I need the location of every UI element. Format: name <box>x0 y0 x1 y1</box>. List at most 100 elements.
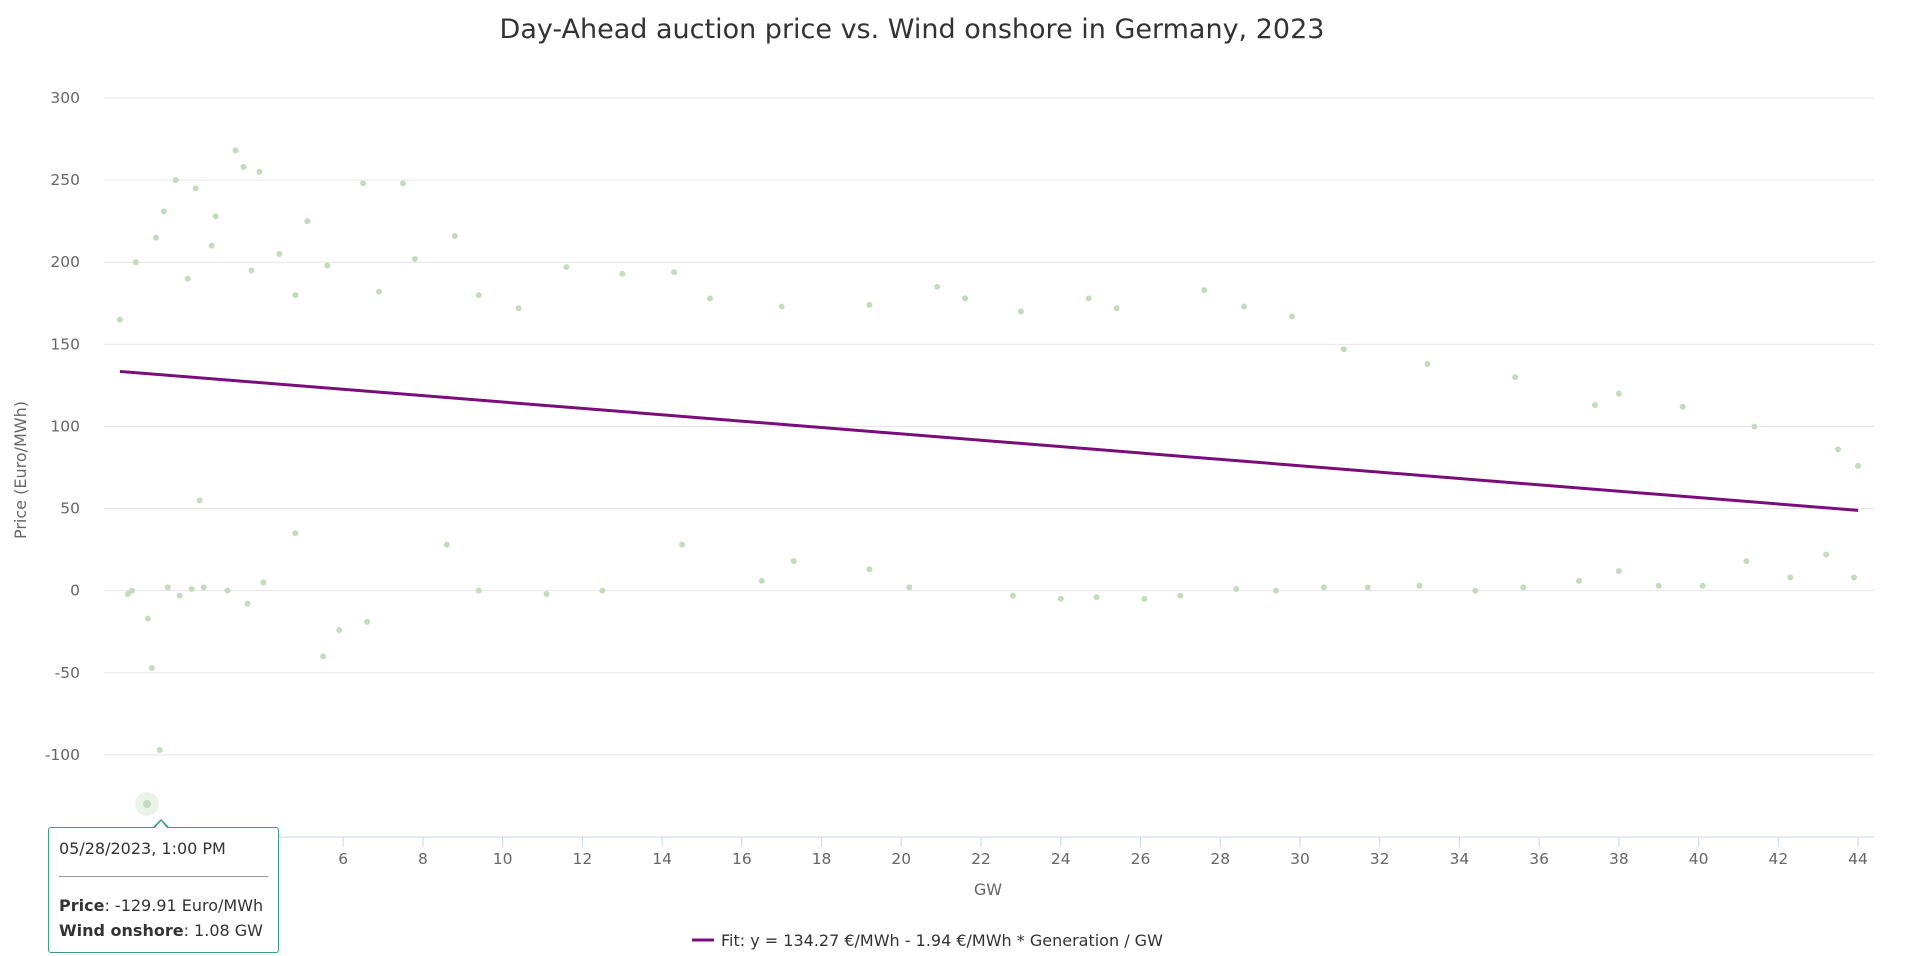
scatter-point[interactable] <box>1085 295 1092 302</box>
scatter-point[interactable] <box>244 600 251 607</box>
scatter-point[interactable] <box>1751 423 1758 430</box>
scatter-point[interactable] <box>256 168 263 175</box>
scatter-point[interactable] <box>124 590 131 597</box>
scatter-point[interactable] <box>962 295 969 302</box>
scatter-point[interactable] <box>543 590 550 597</box>
scatter-point[interactable] <box>1823 551 1830 558</box>
scatter-point[interactable] <box>1576 577 1582 584</box>
scatter-point[interactable] <box>1113 305 1120 312</box>
scatter-point[interactable] <box>451 232 458 239</box>
scatter-point[interactable] <box>212 213 219 220</box>
scatter-point[interactable] <box>1787 574 1794 581</box>
tooltip-price-row: Price: -129.91 Euro/MWh <box>59 893 268 918</box>
scatter-point[interactable] <box>906 584 913 591</box>
scatter-point[interactable] <box>599 587 606 594</box>
scatter-point[interactable] <box>1512 374 1519 381</box>
scatter-point[interactable] <box>152 234 159 241</box>
highlight-point[interactable] <box>135 792 160 817</box>
scatter-point[interactable] <box>934 283 941 290</box>
scatter-point[interactable] <box>208 242 215 249</box>
scatter-point[interactable] <box>1835 446 1842 453</box>
scatter-point[interactable] <box>475 587 482 594</box>
scatter-point[interactable] <box>1520 584 1527 591</box>
scatter-point[interactable] <box>866 566 873 573</box>
scatter-point[interactable] <box>1057 595 1064 602</box>
scatter-point[interactable] <box>1699 582 1706 589</box>
scatter-point[interactable] <box>192 185 199 192</box>
scatter-point[interactable] <box>292 292 299 299</box>
scatter-point[interactable] <box>790 558 797 565</box>
scatter-point[interactable] <box>324 262 331 269</box>
scatter-point[interactable] <box>443 541 450 548</box>
legend[interactable]: Fit: y = 134.27 €/MWh - 1.94 €/MWh * Gen… <box>692 931 1163 950</box>
scatter-point[interactable] <box>619 270 626 277</box>
scatter-point[interactable] <box>176 592 183 599</box>
scatter-point[interactable] <box>164 584 171 591</box>
scatter-point[interactable] <box>1340 346 1347 353</box>
x-tick-label: 32 <box>1370 850 1390 868</box>
scatter-point[interactable] <box>1288 313 1295 320</box>
scatter-point[interactable] <box>1177 592 1184 599</box>
scatter-point[interactable] <box>1201 287 1208 294</box>
scatter-point[interactable] <box>1615 567 1622 574</box>
scatter-point[interactable] <box>1591 402 1598 409</box>
scatter-point[interactable] <box>411 255 418 262</box>
scatter-point[interactable] <box>1093 594 1100 601</box>
scatter-point[interactable] <box>224 587 231 594</box>
scatter-point[interactable] <box>240 163 247 170</box>
scatter-point[interactable] <box>1009 592 1016 599</box>
scatter-point[interactable] <box>184 275 191 282</box>
scatter-point[interactable] <box>866 301 873 308</box>
scatter-point[interactable] <box>232 147 239 154</box>
scatter-point[interactable] <box>1472 587 1479 594</box>
scatter-point[interactable] <box>1273 587 1280 594</box>
scatter-point[interactable] <box>1679 403 1686 410</box>
scatter-point[interactable] <box>679 541 686 548</box>
scatter-point[interactable] <box>196 497 203 504</box>
scatter-point[interactable] <box>160 208 167 215</box>
scatter-point[interactable] <box>336 627 343 634</box>
scatter-point[interactable] <box>1416 582 1423 589</box>
scatter-point[interactable] <box>475 292 482 299</box>
scatter-point[interactable] <box>758 577 765 584</box>
scatter-point[interactable] <box>304 218 311 225</box>
scatter-point[interactable] <box>116 316 123 323</box>
scatter-point[interactable] <box>399 180 406 187</box>
scatter-point[interactable] <box>248 267 255 274</box>
scatter-point[interactable] <box>276 251 283 258</box>
scatter-point[interactable] <box>1424 361 1431 368</box>
scatter-point[interactable] <box>1851 574 1858 581</box>
legend-label[interactable]: Fit: y = 134.27 €/MWh - 1.94 €/MWh * Gen… <box>721 931 1163 950</box>
highlight-dot[interactable] <box>143 800 152 809</box>
scatter-point[interactable] <box>1364 584 1371 591</box>
scatter-point[interactable] <box>132 259 139 266</box>
scatter-point[interactable] <box>1233 586 1240 593</box>
scatter-point[interactable] <box>364 618 371 625</box>
scatter-point[interactable] <box>1655 582 1662 589</box>
scatter-point[interactable] <box>1743 558 1750 565</box>
scatter-point[interactable] <box>200 584 207 591</box>
scatter-point[interactable] <box>376 288 383 295</box>
scatter-point[interactable] <box>1615 390 1622 397</box>
scatter-point[interactable] <box>1320 584 1327 591</box>
scatter-point[interactable] <box>778 303 785 310</box>
scatter-point[interactable] <box>128 587 135 594</box>
scatter-point[interactable] <box>706 295 713 302</box>
scatter-point[interactable] <box>563 264 570 271</box>
scatter-point[interactable] <box>360 180 367 187</box>
fit-line[interactable] <box>119 369 1859 512</box>
scatter-point[interactable] <box>172 177 179 184</box>
scatter-point[interactable] <box>1855 462 1862 469</box>
scatter-point[interactable] <box>292 530 299 537</box>
scatter-point[interactable] <box>148 664 155 671</box>
scatter-point[interactable] <box>515 305 522 312</box>
scatter-point[interactable] <box>156 746 163 753</box>
scatter-point[interactable] <box>260 579 267 586</box>
scatter-point[interactable] <box>144 615 151 622</box>
scatter-point[interactable] <box>320 653 327 660</box>
scatter-point[interactable] <box>1241 303 1248 310</box>
scatter-point[interactable] <box>1141 595 1148 602</box>
scatter-point[interactable] <box>671 269 678 276</box>
scatter-point[interactable] <box>1017 308 1024 315</box>
scatter-point[interactable] <box>188 586 195 593</box>
